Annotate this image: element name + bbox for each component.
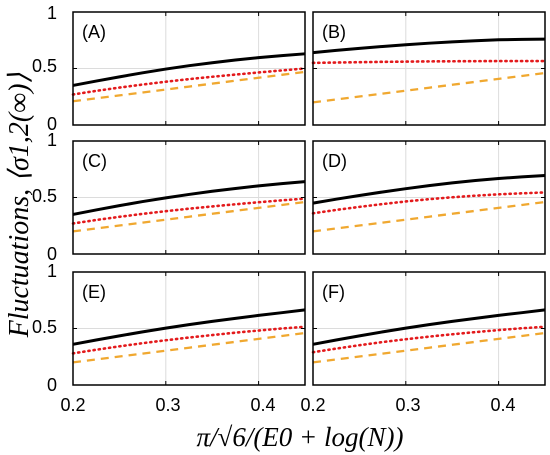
series-line-dashed [312,71,546,104]
xtick-label-0.2-right: 0.2 [300,395,325,415]
xtick-label-0.4-left: 0.4 [250,395,275,415]
series-line-dotted [311,191,547,215]
ytick-label-a-0: 0 [47,114,57,134]
series-line-dashed [72,200,306,233]
series-line-dashed [72,70,306,103]
ytick-label-e-0: 0 [47,375,57,395]
ytick-label-a-05: 0.5 [32,56,57,76]
y-tick-labels: 1 0.5 0 1 0.5 0 1 0.5 0 [32,3,57,395]
series-line-solid [312,173,546,205]
xtick-label-0.2-left: 0.2 [60,395,85,415]
panel-label: (D) [322,151,347,171]
panel-c: (C) [71,140,307,255]
series-line-dotted [71,67,307,96]
x-axis-label: π/√6/(E0 + log(N)) [196,422,403,452]
ticks [72,11,305,126]
series-line-dotted [311,325,547,354]
ytick-label-a-1: 1 [47,3,57,23]
ytick-label-c-1: 1 [47,130,57,150]
grid [313,12,545,125]
xtick-label-0.4-right: 0.4 [490,395,515,415]
panel-label: (B) [322,22,346,42]
ticks [312,271,545,386]
ticks [72,271,305,386]
ytick-label-e-05: 0.5 [32,317,57,337]
ytick-label-c-05: 0.5 [32,186,57,206]
ticks [312,11,545,126]
panel-f: (F) [311,271,547,386]
series-line-solid [72,180,306,216]
xtick-label-0.3-right: 0.3 [395,395,420,415]
xtick-label-0.3-left: 0.3 [155,395,180,415]
panel-e: (E) [71,271,307,386]
ytick-label-c-0: 0 [47,244,57,264]
panels-layer: (A) (B) (C) (D) (E) (F) [71,11,547,386]
panel-d: (D) [311,140,547,255]
ticks [312,140,545,255]
series-line-dotted [71,197,307,225]
x-tick-labels: 0.2 0.3 0.4 0.2 0.3 0.4 [60,395,515,415]
ytick-label-e-1: 1 [47,261,57,281]
series-line-dashed [72,331,306,364]
ticks [72,140,305,255]
panel-label: (F) [322,282,345,302]
series-line-solid [72,308,306,346]
panel-b: (B) [311,11,547,126]
panel-a: (A) [71,11,307,126]
panel-label: (C) [82,151,107,171]
series-line-dashed [312,200,546,233]
series-line-dotted [311,59,547,65]
panel-label: (A) [82,22,106,42]
series-line-solid [312,308,546,346]
series-line-dashed [312,331,546,364]
series-line-solid [72,52,306,87]
y-axis-label: Fluctuations, ⟨σ1,2(∞)⟩ [4,73,35,339]
series-line-solid [312,37,546,55]
panel-label: (E) [82,282,106,302]
series-line-dotted [71,325,307,355]
